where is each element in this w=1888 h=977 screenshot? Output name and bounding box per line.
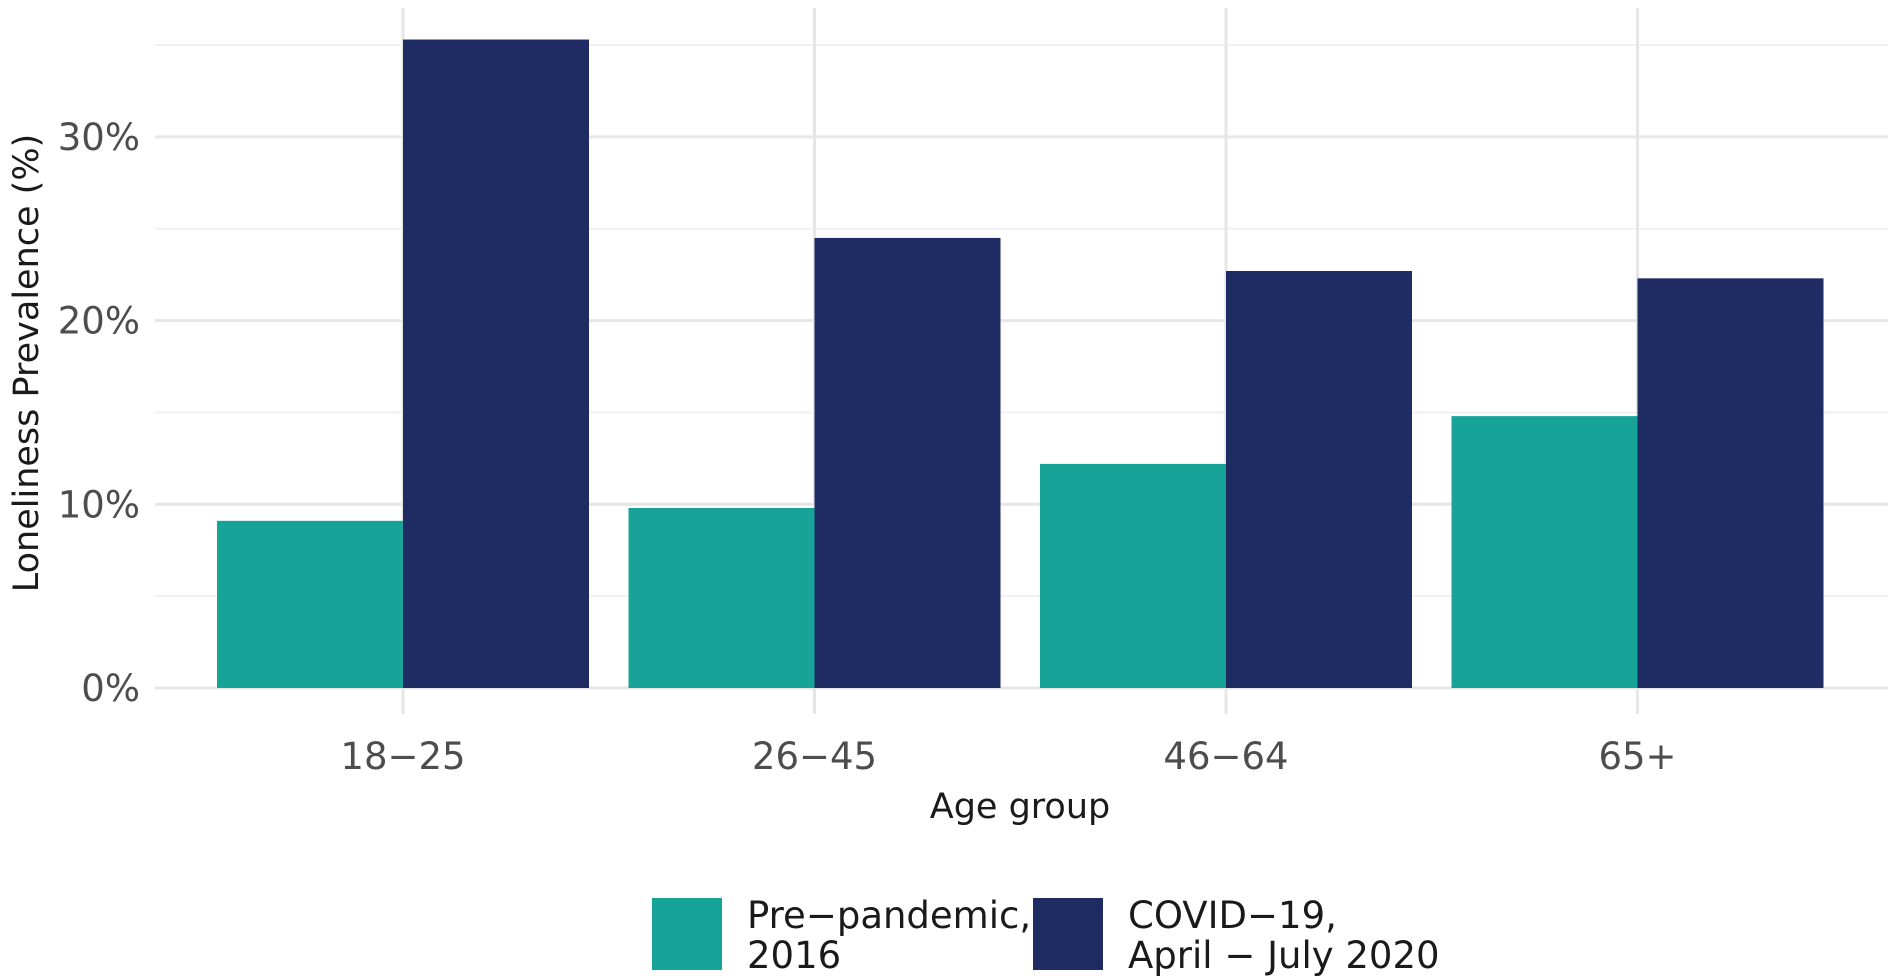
- bar-covid-0: [403, 39, 589, 688]
- x-tick-label: 26−45: [752, 735, 877, 778]
- x-tick-labels: 18−25 26−45 46−64 65+: [340, 735, 1676, 778]
- y-tick-label: 20%: [58, 300, 140, 343]
- legend-swatch-1: [1033, 898, 1103, 970]
- y-tick-labels: 0% 10% 20% 30%: [58, 116, 140, 710]
- y-tick-label: 10%: [58, 483, 140, 526]
- bar-covid-2: [1226, 271, 1412, 688]
- x-tick-label: 46−64: [1163, 735, 1288, 778]
- legend-label-0: 2016: [747, 934, 841, 977]
- x-tick-label: 65+: [1598, 735, 1676, 778]
- x-tick-label: 18−25: [340, 735, 465, 778]
- bar-pre-pandemic-2: [1040, 463, 1226, 688]
- legend-swatch-0: [652, 898, 722, 970]
- bars: [217, 39, 1824, 688]
- x-axis-title: Age group: [930, 787, 1110, 827]
- legend-label-0: Pre−pandemic,: [747, 894, 1031, 937]
- bar-pre-pandemic-1: [628, 507, 815, 688]
- bar-pre-pandemic-3: [1451, 416, 1638, 688]
- y-axis-title: Loneliness Prevalence (%): [7, 134, 47, 593]
- legend: Pre−pandemic,2016 COVID−19,April − July 2…: [652, 894, 1440, 977]
- bar-covid-1: [814, 237, 1001, 688]
- legend-label-1: April − July 2020: [1128, 934, 1440, 977]
- bar-covid-3: [1637, 278, 1824, 688]
- bar-pre-pandemic-0: [217, 520, 403, 688]
- legend-label-1: COVID−19,: [1128, 894, 1337, 937]
- y-tick-label: 0%: [81, 667, 140, 710]
- y-tick-label: 30%: [58, 116, 140, 159]
